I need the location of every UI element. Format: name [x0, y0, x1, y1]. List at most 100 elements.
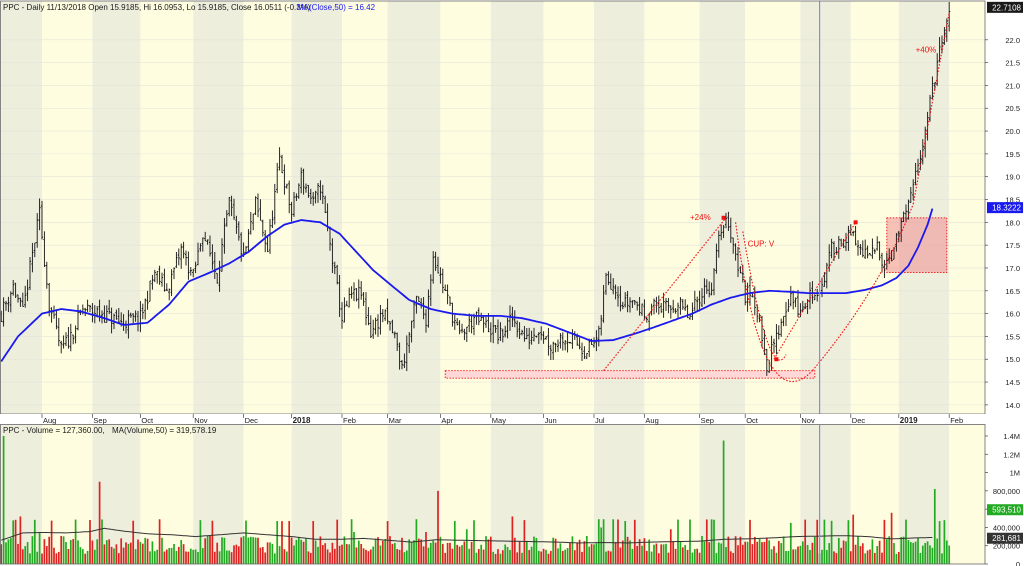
- volume-bar: [561, 550, 564, 564]
- volume-bar: [816, 519, 819, 564]
- volume-bar: [549, 550, 552, 564]
- last-volume-tag: 593,510: [992, 506, 1021, 515]
- volume-bar: [309, 552, 312, 564]
- volume-bar: [914, 541, 917, 564]
- volume-bar: [638, 539, 641, 564]
- volume-bar: [557, 548, 559, 564]
- x-axis-strip: [0, 414, 1024, 424]
- price-month-band: [745, 1, 801, 414]
- volume-bar: [36, 551, 39, 564]
- volume-bar: [374, 538, 377, 564]
- volume-bar: [297, 537, 300, 564]
- volume-bar: [271, 543, 274, 564]
- price-y-tick-label: 21.5: [1005, 59, 1020, 68]
- volume-bar: [293, 545, 295, 564]
- volume-bar: [149, 551, 151, 564]
- volume-bar: [45, 546, 48, 564]
- volume-bar: [182, 544, 185, 564]
- volume-bar: [840, 547, 843, 564]
- volume-bar: [429, 542, 432, 564]
- volume-bar: [317, 546, 319, 564]
- volume-bar: [413, 540, 415, 564]
- volume-bar: [125, 542, 127, 564]
- volume-bar: [703, 541, 706, 564]
- volume-bar: [98, 481, 101, 564]
- volume-bar: [67, 548, 70, 564]
- volume-bar: [710, 519, 713, 564]
- volume-bar: [650, 551, 653, 564]
- volume-bar: [749, 519, 751, 564]
- price-y-tick-label: 15.0: [1005, 355, 1020, 364]
- volume-bar: [828, 543, 831, 564]
- volume-bar: [230, 552, 233, 564]
- price-month-band: [440, 1, 491, 414]
- volume-month-band: [644, 425, 700, 564]
- volume-bar: [377, 537, 379, 564]
- volume-bar: [249, 536, 252, 564]
- volume-bar: [21, 549, 24, 564]
- volume-bar: [655, 543, 658, 564]
- volume-bar: [849, 551, 852, 564]
- volume-bar: [780, 543, 783, 564]
- volume-bar: [873, 552, 876, 564]
- price-month-band: [490, 1, 544, 414]
- volume-bar: [605, 551, 607, 564]
- volume-bar: [905, 519, 907, 564]
- volume-bar: [907, 540, 910, 564]
- volume-bar: [158, 519, 161, 564]
- volume-bar: [585, 535, 588, 564]
- volume-bar: [864, 553, 867, 564]
- volume-bar: [744, 541, 747, 564]
- volume-bar: [441, 543, 444, 564]
- volume-bar: [343, 536, 346, 564]
- volume-bar: [127, 543, 130, 564]
- volume-bar: [199, 520, 202, 564]
- volume-bar: [192, 549, 195, 564]
- volume-bar: [223, 537, 226, 564]
- volume-bar: [537, 550, 540, 564]
- volume-month-band: [543, 425, 594, 564]
- volume-month-band: [1, 425, 42, 564]
- volume-bar: [461, 545, 463, 564]
- volume-bar: [48, 536, 51, 564]
- volume-bar: [485, 536, 487, 564]
- volume-month-band: [949, 425, 985, 564]
- volume-bar: [269, 542, 271, 564]
- volume-bar: [621, 540, 624, 564]
- volume-bar: [422, 546, 425, 564]
- volume-bar: [900, 537, 903, 564]
- volume-bar: [451, 548, 454, 564]
- volume-bar: [931, 547, 934, 564]
- x-tick-label: Aug: [645, 416, 658, 425]
- volume-bar: [177, 546, 180, 564]
- volume-bar: [288, 521, 291, 564]
- volume-bar: [233, 545, 235, 564]
- volume-bar: [276, 521, 279, 564]
- volume-bar: [686, 549, 689, 564]
- volume-bar: [797, 546, 799, 564]
- volume-bar: [513, 537, 516, 564]
- volume-bar: [696, 548, 699, 564]
- volume-bar: [144, 537, 147, 564]
- volume-bar: [345, 544, 348, 564]
- volume-month-band: [193, 425, 244, 564]
- x-tick-label: Mar: [389, 416, 402, 425]
- volume-bar: [168, 547, 171, 564]
- volume-bar: [521, 552, 523, 564]
- x-tick-label: Jun: [545, 416, 557, 425]
- volume-bar: [713, 519, 715, 564]
- volume-bar: [93, 549, 96, 564]
- volume-bar: [470, 541, 473, 564]
- volume-ma-tag: 281,681: [992, 534, 1021, 543]
- volume-bar: [449, 542, 451, 564]
- volume-bar: [821, 549, 823, 564]
- price-y-tick-label: 15.5: [1005, 332, 1020, 341]
- volume-bar: [609, 551, 612, 564]
- price-month-band: [1, 1, 42, 414]
- volume-bar: [578, 539, 581, 564]
- price-month-band: [850, 1, 899, 414]
- volume-bar: [739, 536, 742, 564]
- volume-bar: [866, 550, 869, 564]
- volume-bar: [693, 549, 696, 564]
